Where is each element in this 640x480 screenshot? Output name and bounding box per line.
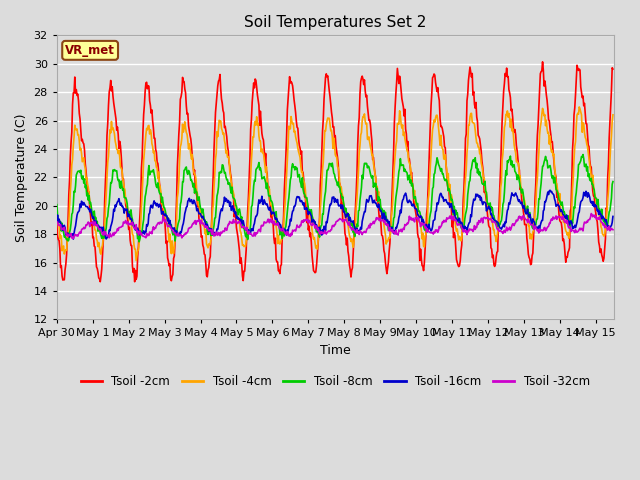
Title: Soil Temperatures Set 2: Soil Temperatures Set 2 <box>244 15 426 30</box>
Tsoil -16cm <box>546 187 554 193</box>
Tsoil -4cm <box>132 258 140 264</box>
Tsoil -8cm <box>131 224 138 229</box>
Tsoil -2cm <box>53 222 61 228</box>
Line: Tsoil -16cm: Tsoil -16cm <box>57 190 613 239</box>
Tsoil -2cm <box>132 267 140 273</box>
Tsoil -32cm <box>291 227 299 233</box>
Text: VR_met: VR_met <box>65 44 115 57</box>
Tsoil -16cm <box>452 216 460 222</box>
Line: Tsoil -2cm: Tsoil -2cm <box>57 62 613 282</box>
Tsoil -8cm <box>609 179 617 184</box>
Tsoil -32cm <box>132 226 140 232</box>
Tsoil -8cm <box>579 152 587 157</box>
Tsoil -4cm <box>312 245 319 251</box>
Tsoil -16cm <box>291 204 299 209</box>
Tsoil -8cm <box>466 178 474 183</box>
Tsoil -32cm <box>609 227 617 233</box>
Tsoil -32cm <box>53 219 61 225</box>
Tsoil -4cm <box>55 223 63 228</box>
Tsoil -2cm <box>55 238 63 243</box>
Y-axis label: Soil Temperature (C): Soil Temperature (C) <box>15 113 28 241</box>
Tsoil -2cm <box>131 279 138 285</box>
Tsoil -4cm <box>452 228 460 234</box>
Tsoil -32cm <box>588 211 595 216</box>
Tsoil -16cm <box>53 218 61 224</box>
Tsoil -4cm <box>609 112 617 118</box>
Tsoil -8cm <box>53 202 61 207</box>
Tsoil -2cm <box>609 66 617 72</box>
X-axis label: Time: Time <box>320 344 351 357</box>
Tsoil -16cm <box>466 219 474 225</box>
Tsoil -4cm <box>53 217 61 223</box>
Tsoil -2cm <box>291 103 299 108</box>
Tsoil -2cm <box>452 257 460 263</box>
Tsoil -2cm <box>466 64 474 70</box>
Tsoil -4cm <box>466 114 474 120</box>
Tsoil -4cm <box>291 128 299 134</box>
Tsoil -16cm <box>70 236 77 242</box>
Tsoil -16cm <box>609 214 617 219</box>
Tsoil -16cm <box>312 224 319 229</box>
Tsoil -32cm <box>312 223 319 228</box>
Line: Tsoil -4cm: Tsoil -4cm <box>57 107 613 261</box>
Tsoil -8cm <box>135 239 143 245</box>
Line: Tsoil -32cm: Tsoil -32cm <box>57 214 613 239</box>
Tsoil -32cm <box>452 219 460 225</box>
Tsoil -8cm <box>291 167 299 173</box>
Tsoil -8cm <box>55 218 63 224</box>
Legend: Tsoil -2cm, Tsoil -4cm, Tsoil -8cm, Tsoil -16cm, Tsoil -32cm: Tsoil -2cm, Tsoil -4cm, Tsoil -8cm, Tsoi… <box>76 371 595 393</box>
Tsoil -32cm <box>70 236 77 241</box>
Tsoil -8cm <box>452 212 460 217</box>
Tsoil -32cm <box>55 222 63 228</box>
Tsoil -8cm <box>312 225 319 231</box>
Tsoil -2cm <box>539 59 547 65</box>
Tsoil -2cm <box>312 269 319 275</box>
Line: Tsoil -8cm: Tsoil -8cm <box>57 155 613 242</box>
Tsoil -16cm <box>132 227 140 233</box>
Tsoil -4cm <box>575 104 583 110</box>
Tsoil -16cm <box>55 216 63 222</box>
Tsoil -32cm <box>466 227 474 233</box>
Tsoil -4cm <box>131 246 138 252</box>
